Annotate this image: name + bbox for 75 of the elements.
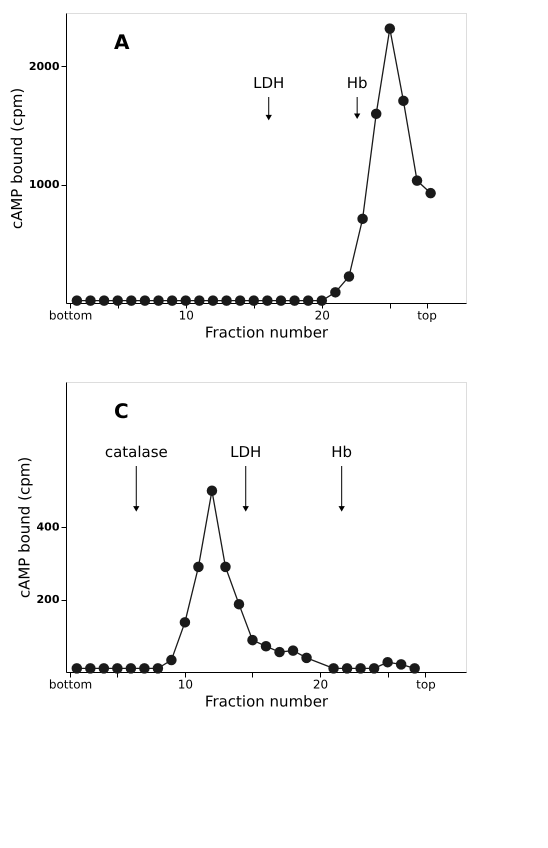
x-tick-label: top bbox=[417, 308, 437, 322]
x-axis-title: Fraction number bbox=[204, 692, 329, 710]
point bbox=[180, 617, 190, 628]
point bbox=[301, 652, 312, 664]
point bbox=[72, 663, 82, 674]
y-tick-label: 200 bbox=[36, 593, 60, 606]
x-tick-label: 20 bbox=[314, 308, 330, 322]
annotation: C bbox=[114, 399, 129, 423]
point bbox=[302, 295, 314, 306]
point bbox=[398, 96, 409, 106]
point bbox=[262, 295, 273, 306]
point bbox=[342, 663, 352, 674]
point bbox=[126, 295, 137, 306]
x-tick-label: 10 bbox=[178, 308, 194, 322]
point bbox=[140, 295, 150, 306]
point bbox=[412, 175, 422, 186]
point bbox=[276, 295, 286, 306]
point bbox=[152, 663, 164, 674]
point bbox=[344, 271, 354, 282]
point bbox=[355, 663, 366, 674]
y-tick-label: 400 bbox=[36, 520, 60, 534]
point bbox=[274, 646, 285, 658]
point bbox=[139, 663, 150, 674]
point bbox=[425, 188, 436, 198]
point bbox=[368, 663, 380, 674]
x-tick-label: 10 bbox=[178, 678, 194, 692]
point bbox=[166, 654, 177, 666]
point bbox=[206, 486, 218, 496]
point bbox=[384, 23, 396, 34]
point bbox=[247, 634, 258, 646]
x-tick-label: bottom bbox=[48, 308, 92, 322]
y-axis-title: cAMP bound (cpm) bbox=[16, 456, 34, 598]
point bbox=[153, 295, 164, 306]
point bbox=[166, 295, 178, 306]
point bbox=[248, 295, 259, 306]
point bbox=[98, 295, 110, 306]
point bbox=[221, 295, 232, 306]
annotation: LDH bbox=[253, 74, 284, 92]
point bbox=[370, 108, 382, 120]
point bbox=[112, 295, 123, 306]
point bbox=[330, 287, 341, 298]
point bbox=[396, 659, 406, 670]
y-tick-label: 2000 bbox=[28, 60, 60, 73]
point bbox=[98, 663, 110, 674]
y-axis-title: cAMP bound (cpm) bbox=[8, 88, 26, 230]
point bbox=[180, 295, 191, 306]
point bbox=[409, 663, 420, 674]
point bbox=[193, 562, 204, 572]
point bbox=[382, 656, 393, 668]
point bbox=[220, 562, 231, 572]
annotation: LDH bbox=[230, 443, 262, 461]
annotation: Hb bbox=[331, 443, 352, 461]
point bbox=[126, 663, 136, 674]
point bbox=[328, 663, 339, 674]
point bbox=[85, 295, 96, 306]
point bbox=[234, 295, 246, 306]
point bbox=[85, 663, 96, 674]
x-axis-title: Fraction number bbox=[204, 324, 329, 342]
point bbox=[112, 663, 123, 674]
y-tick-label: 1000 bbox=[28, 178, 60, 192]
point bbox=[208, 295, 218, 306]
point bbox=[289, 295, 300, 306]
x-tick-label: 20 bbox=[312, 678, 328, 692]
point bbox=[234, 598, 244, 610]
point bbox=[72, 295, 82, 306]
point bbox=[357, 214, 368, 224]
point bbox=[316, 295, 328, 306]
annotation: catalase bbox=[104, 443, 168, 461]
annotation: Hb bbox=[346, 74, 368, 92]
point bbox=[260, 641, 272, 652]
x-tick-label: top bbox=[416, 678, 436, 692]
point bbox=[288, 645, 298, 656]
x-tick-label: bottom bbox=[48, 678, 92, 692]
annotation: A bbox=[114, 30, 130, 54]
point bbox=[194, 295, 205, 306]
